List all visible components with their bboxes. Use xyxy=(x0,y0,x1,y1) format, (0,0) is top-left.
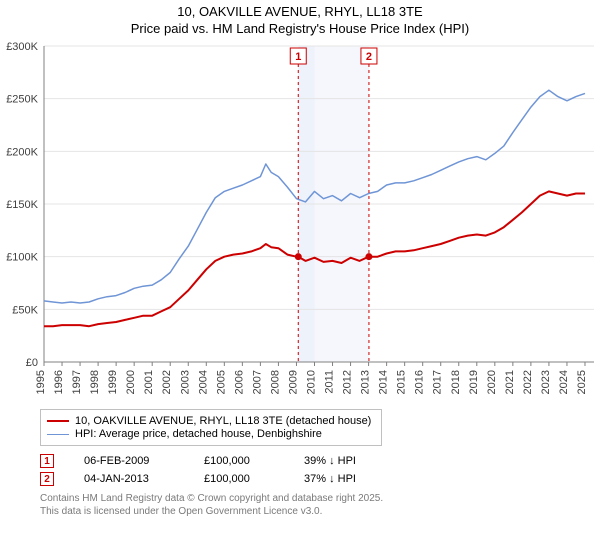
x-tick-label: 2018 xyxy=(450,370,462,394)
sale-marker-box: 1 xyxy=(40,454,54,468)
x-tick-label: 1997 xyxy=(71,370,83,394)
x-tick-label: 2020 xyxy=(486,370,498,394)
legend-label: 10, OAKVILLE AVENUE, RHYL, LL18 3TE (det… xyxy=(75,415,371,427)
x-tick-label: 2013 xyxy=(360,370,372,394)
x-tick-label: 2006 xyxy=(233,370,245,394)
y-tick-label: £250K xyxy=(6,94,38,106)
x-tick-label: 2016 xyxy=(414,370,426,394)
license-text: Contains HM Land Registry data © Crown c… xyxy=(40,492,600,518)
sale-date: 04-JAN-2013 xyxy=(84,473,174,485)
sale-markers-table: 1 06-FEB-2009 £100,000 39% ↓ HPI 2 04-JAN-201… xyxy=(40,454,600,486)
x-tick-label: 2002 xyxy=(161,370,173,394)
x-tick-label: 1996 xyxy=(53,370,65,394)
y-tick-label: £50K xyxy=(12,304,38,316)
x-tick-label: 1998 xyxy=(89,370,101,394)
x-tick-label: 2014 xyxy=(378,370,390,394)
sale-pct: 37% ↓ HPI xyxy=(304,473,414,485)
x-tick-label: 2012 xyxy=(342,370,354,394)
x-tick-label: 2001 xyxy=(143,370,155,394)
sale-date: 06-FEB-2009 xyxy=(84,455,174,467)
x-tick-label: 2023 xyxy=(540,370,552,394)
x-tick-label: 1995 xyxy=(35,370,47,394)
sale-price: £100,000 xyxy=(204,455,274,467)
sale-row: 2 04-JAN-2013 £100,000 37% ↓ HPI xyxy=(40,472,600,486)
x-tick-label: 2017 xyxy=(432,370,444,394)
x-tick-label: 2005 xyxy=(215,370,227,394)
x-tick-label: 2021 xyxy=(504,370,516,394)
legend-label: HPI: Average price, detached house, Denb… xyxy=(75,428,322,440)
title-subtitle: Price paid vs. HM Land Registry's House … xyxy=(0,21,600,38)
chart-title: 10, OAKVILLE AVENUE, RHYL, LL18 3TE Pric… xyxy=(0,0,600,38)
x-tick-label: 2008 xyxy=(269,370,281,394)
x-tick-label: 1999 xyxy=(107,370,119,394)
sale-price: £100,000 xyxy=(204,473,274,485)
y-tick-label: £0 xyxy=(26,357,38,369)
x-tick-label: 2007 xyxy=(251,370,263,394)
y-tick-label: £300K xyxy=(6,42,38,53)
x-tick-label: 2003 xyxy=(179,370,191,394)
title-address: 10, OAKVILLE AVENUE, RHYL, LL18 3TE xyxy=(0,4,600,21)
x-tick-label: 2011 xyxy=(324,370,336,394)
x-tick-label: 2015 xyxy=(396,370,408,394)
legend: 10, OAKVILLE AVENUE, RHYL, LL18 3TE (det… xyxy=(40,409,382,446)
legend-swatch xyxy=(47,434,69,435)
x-tick-label: 2004 xyxy=(197,370,209,394)
legend-row: 10, OAKVILLE AVENUE, RHYL, LL18 3TE (det… xyxy=(47,415,371,427)
x-tick-label: 2024 xyxy=(558,370,570,394)
y-tick-label: £200K xyxy=(6,146,38,158)
x-tick-label: 2000 xyxy=(125,370,137,394)
x-tick-label: 2025 xyxy=(576,370,588,394)
line-chart: £0 £50K £100K £150K £200K £250K £300K 1995 1996 1… xyxy=(0,42,600,402)
x-tick-label: 2010 xyxy=(305,370,317,394)
sale-pct: 39% ↓ HPI xyxy=(304,455,414,467)
license-line2: This data is licensed under the Open Gov… xyxy=(40,505,600,518)
sale-row: 1 06-FEB-2009 £100,000 39% ↓ HPI xyxy=(40,454,600,468)
x-tick-label: 2022 xyxy=(522,370,534,394)
sale-marker-box: 2 xyxy=(40,472,54,486)
legend-swatch xyxy=(47,420,69,422)
y-tick-label: £150K xyxy=(6,199,38,211)
license-line1: Contains HM Land Registry data © Crown c… xyxy=(40,492,600,505)
marker-number: 1 xyxy=(295,51,301,63)
marker-number: 2 xyxy=(366,51,372,63)
y-tick-label: £100K xyxy=(6,252,38,264)
x-tick-label: 2019 xyxy=(468,370,480,394)
x-tick-label: 2009 xyxy=(287,370,299,394)
legend-row: HPI: Average price, detached house, Denb… xyxy=(47,428,371,440)
